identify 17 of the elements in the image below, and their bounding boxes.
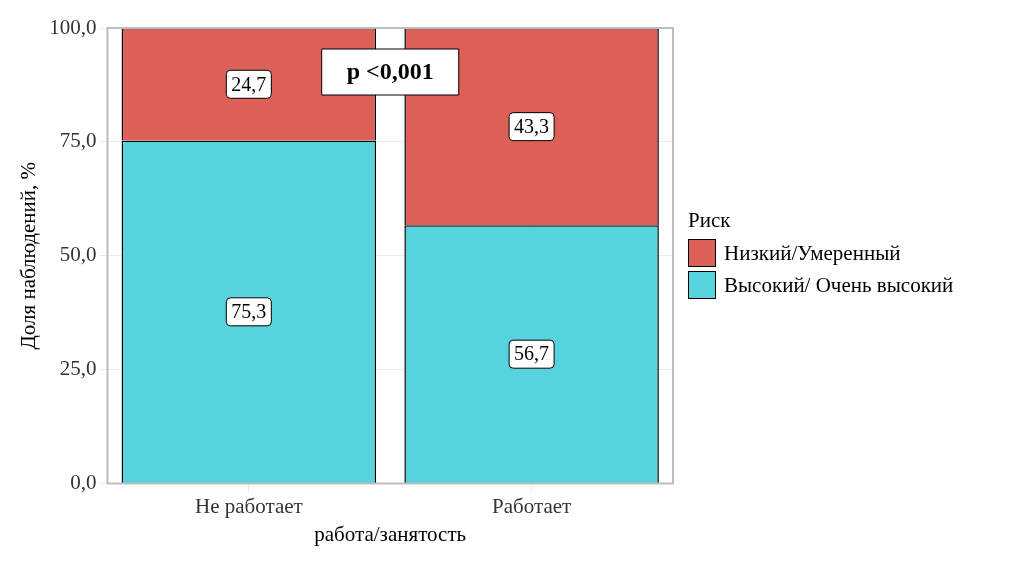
- x-tick-label: Не работает: [194, 493, 303, 518]
- y-tick-label: 0,0: [70, 470, 97, 495]
- data-label: 43,3: [514, 114, 550, 137]
- legend-title: Риск: [688, 208, 732, 233]
- y-tick-label: 100,0: [49, 14, 97, 39]
- annotation: p <0,001: [346, 58, 434, 85]
- x-axis-title: работа/занятость: [314, 521, 467, 546]
- x-tick-label: Работает: [492, 493, 572, 518]
- y-tick-label: 25,0: [59, 356, 97, 381]
- y-axis-title: Доля наблюдений, %: [16, 162, 41, 350]
- y-tick-label: 50,0: [59, 242, 97, 267]
- data-label: 56,7: [514, 342, 550, 365]
- data-label: 75,3: [231, 300, 267, 323]
- data-label: 24,7: [231, 72, 267, 95]
- legend-label: Низкий/Умеренный: [724, 240, 901, 266]
- text: Высокий/ Очень высокий: [724, 272, 954, 298]
- y-tick-label: 75,0: [59, 128, 97, 153]
